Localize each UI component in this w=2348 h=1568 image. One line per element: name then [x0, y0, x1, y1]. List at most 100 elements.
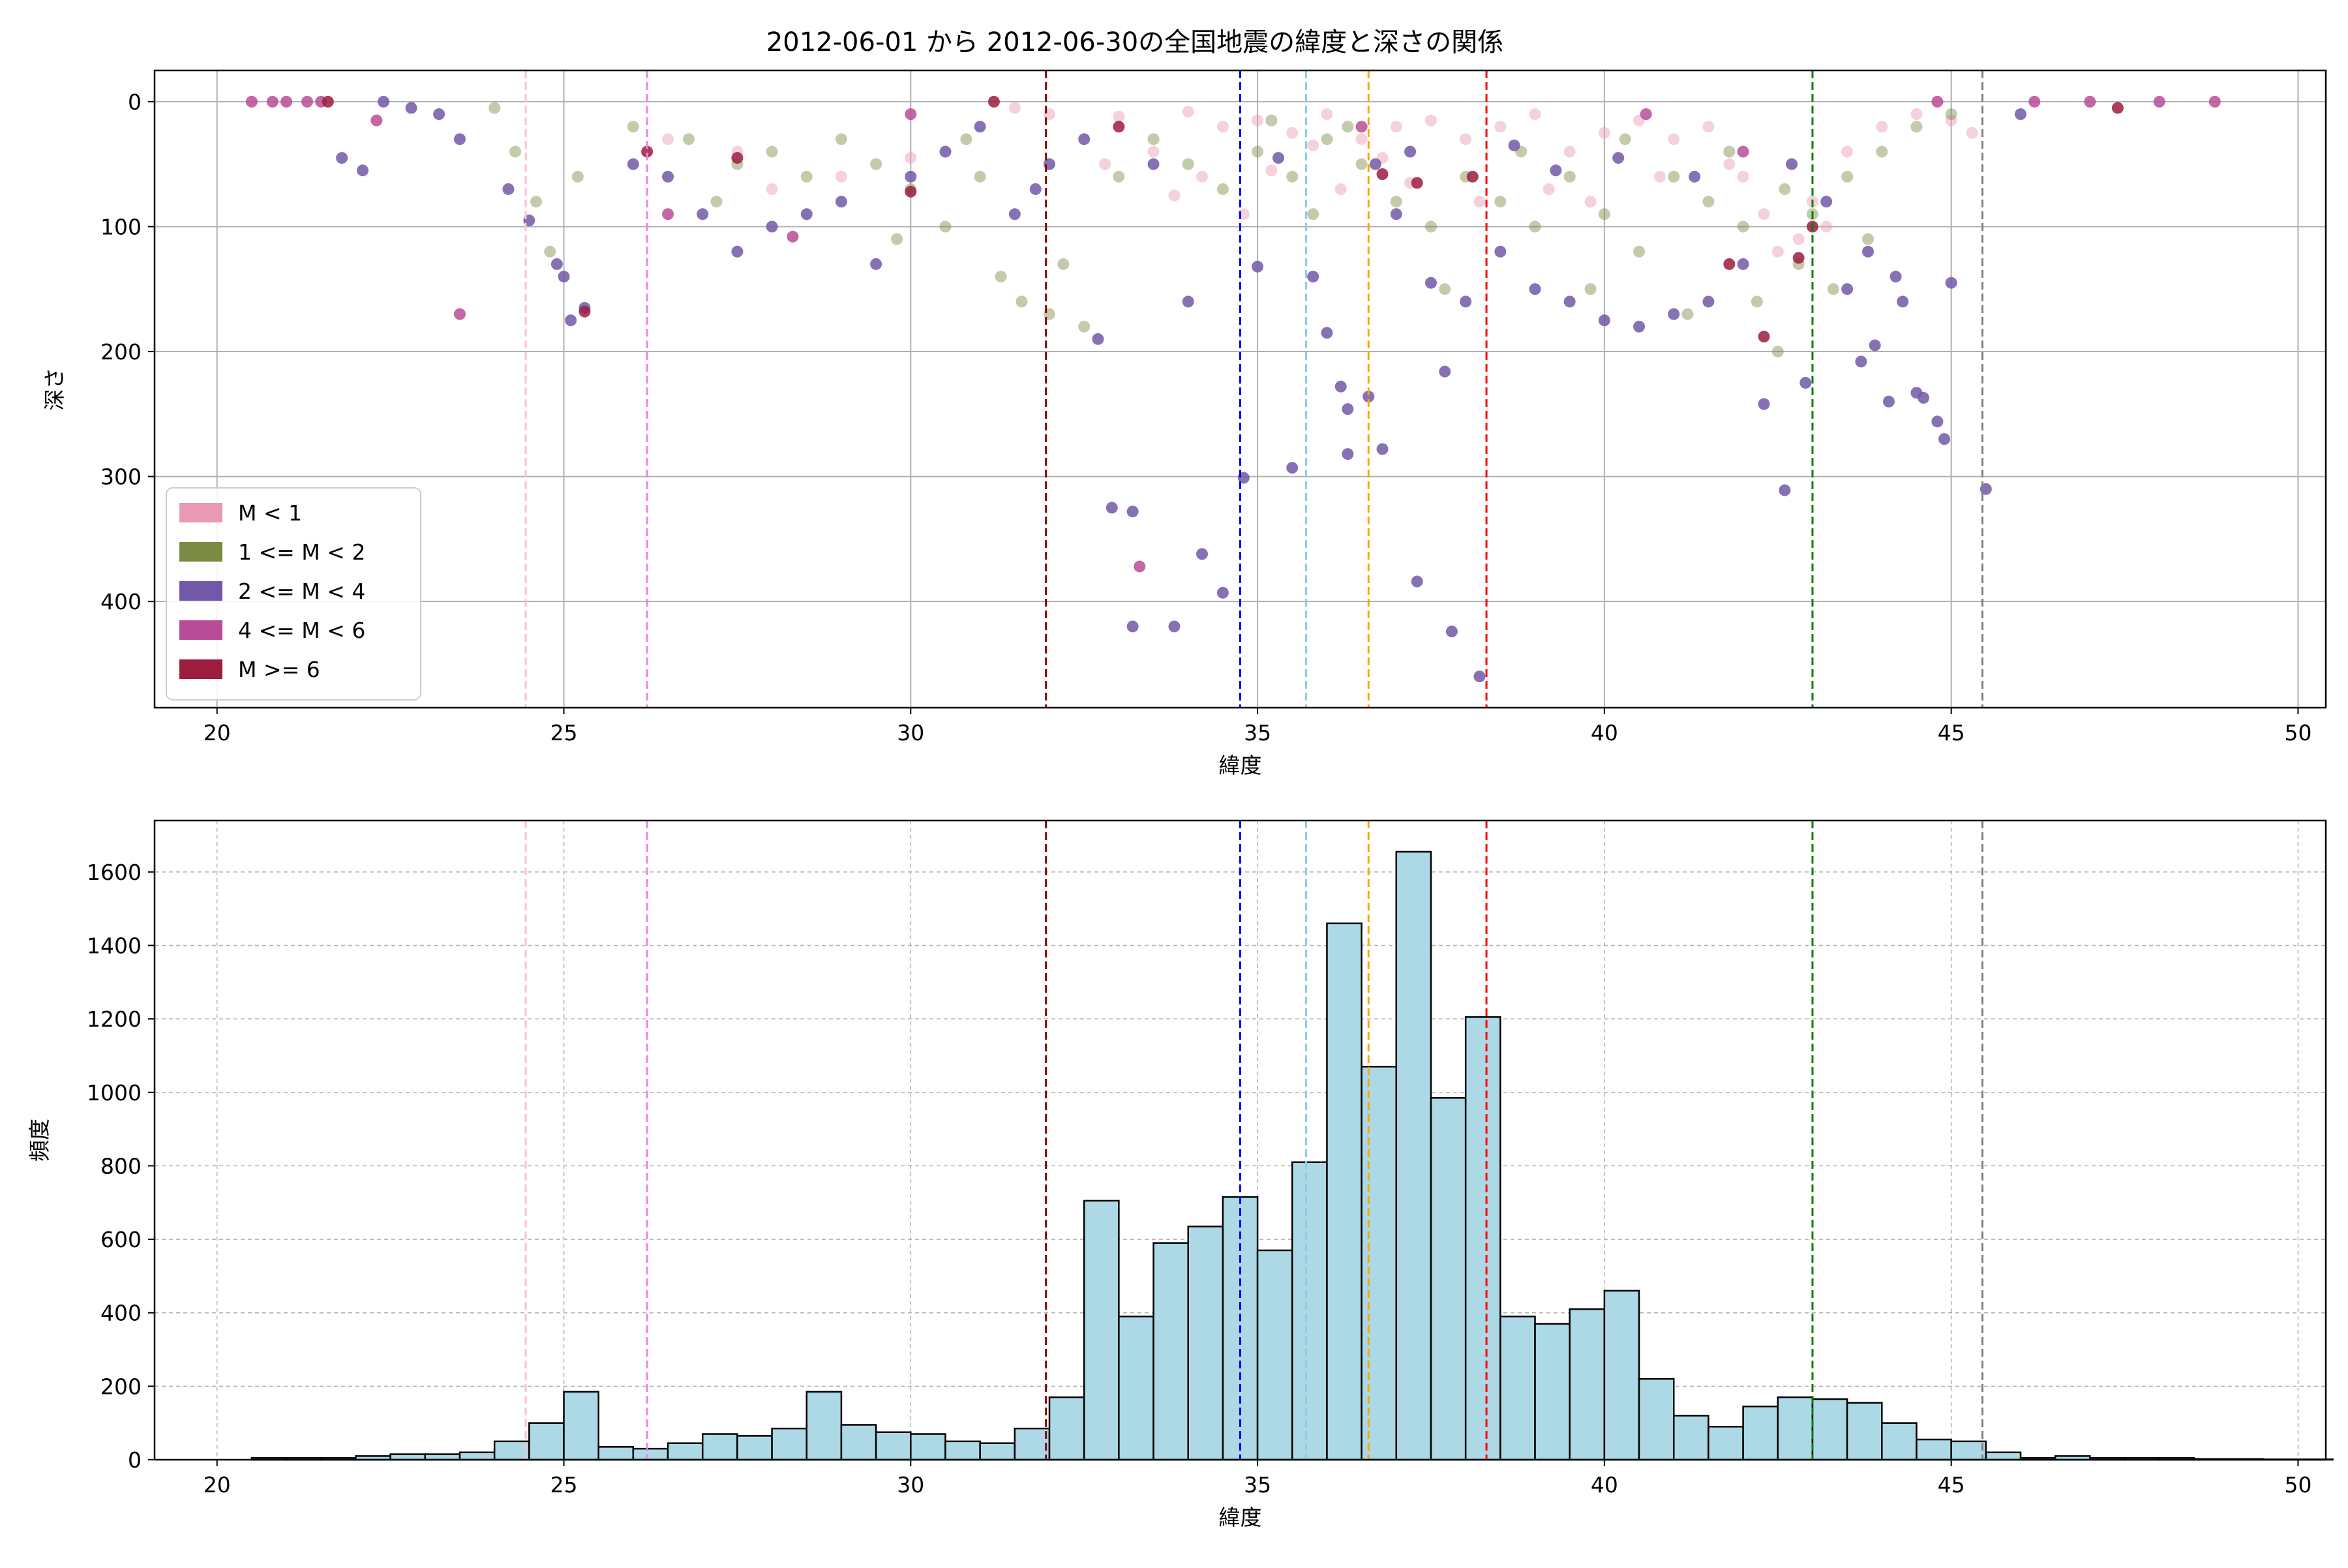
data-point	[1751, 295, 1763, 308]
x-tick-label: 30	[897, 1472, 924, 1498]
data-point	[1689, 170, 1701, 183]
data-point	[1390, 196, 1402, 208]
data-point	[766, 220, 778, 233]
x-tick-label: 45	[1938, 720, 1965, 746]
data-point	[974, 121, 986, 133]
data-point	[1057, 258, 1070, 270]
legend-label: 4 <= M < 6	[238, 618, 365, 643]
data-point	[1355, 121, 1368, 133]
data-point	[1862, 233, 1874, 245]
x-tick-label: 50	[2284, 720, 2311, 746]
data-point	[1737, 258, 1749, 270]
data-point	[905, 152, 917, 164]
data-point	[1723, 145, 1736, 158]
data-point	[1910, 121, 1923, 133]
data-point	[1473, 671, 1486, 683]
data-point	[1321, 133, 1333, 145]
legend-label: M < 1	[238, 500, 302, 526]
histogram-bar	[1638, 1378, 1675, 1461]
data-point	[1126, 505, 1139, 518]
data-point	[1182, 295, 1194, 308]
data-point	[1216, 121, 1229, 133]
data-point	[1265, 114, 1278, 127]
data-point	[370, 114, 383, 127]
data-point	[2084, 95, 2096, 108]
data-point	[1216, 586, 1229, 599]
data-point	[433, 108, 445, 121]
data-point	[336, 152, 348, 164]
data-point	[1889, 271, 1902, 283]
data-point	[1029, 183, 1042, 195]
histogram-bar	[424, 1453, 461, 1461]
data-point	[1598, 314, 1610, 327]
data-point	[1008, 102, 1021, 114]
data-point	[1786, 158, 1798, 170]
data-point	[1945, 108, 1957, 121]
x-tick-label: 35	[1244, 1472, 1271, 1498]
y-tick-label: 400	[100, 1301, 142, 1326]
y-tick-label: 100	[100, 214, 142, 239]
data-point	[662, 170, 674, 183]
data-point	[1342, 121, 1354, 133]
data-point	[1334, 183, 1347, 195]
scatter-plot: 20 25 30 35 40 45 50 0 100 200 300 400 緯度 深さ M < 1 1 <=…	[42, 69, 2327, 778]
data-point	[1196, 170, 1209, 183]
data-point	[1460, 295, 1472, 308]
data-point	[1550, 164, 1562, 177]
y-tick-label: 300	[100, 464, 142, 490]
histogram-bar	[1672, 1415, 1709, 1461]
data-point	[662, 208, 674, 220]
plot-frame	[153, 819, 2327, 1461]
data-point	[1424, 114, 1437, 127]
histogram-bar	[1187, 1226, 1224, 1461]
histogram-bar	[1014, 1427, 1051, 1461]
legend-label: M >= 6	[238, 657, 320, 682]
plot-frame	[153, 69, 2327, 709]
series-4	[322, 95, 2124, 343]
x-tick-label: 25	[550, 720, 578, 746]
y-tick-label: 1600	[87, 860, 142, 885]
data-point	[641, 145, 654, 158]
histogram-bar	[1708, 1426, 1744, 1461]
data-point	[1897, 295, 1909, 308]
histogram-bar	[1777, 1396, 1814, 1461]
data-point	[1563, 295, 1576, 308]
data-point	[1216, 183, 1229, 195]
histogram-bar	[1291, 1161, 1328, 1461]
data-point	[544, 245, 556, 258]
data-point	[1855, 355, 1867, 368]
data-point	[1286, 462, 1299, 474]
data-point	[1799, 376, 1812, 389]
data-point	[1168, 189, 1181, 202]
data-point	[1008, 208, 1021, 220]
data-point	[1598, 208, 1610, 220]
data-point	[1529, 220, 1541, 233]
data-point	[974, 170, 986, 183]
data-point	[1882, 395, 1895, 408]
data-point	[1265, 164, 1278, 177]
histogram-bar	[1430, 1096, 1467, 1461]
y-axis-label: 深さ	[42, 368, 67, 411]
data-point	[1390, 121, 1402, 133]
x-tick-label: 40	[1591, 720, 1618, 746]
x-tick-label: 30	[897, 720, 924, 746]
histogram-bar	[1464, 1016, 1501, 1461]
data-point	[1196, 548, 1209, 560]
data-point	[1411, 177, 1423, 189]
data-point	[1182, 158, 1194, 170]
data-point	[571, 170, 584, 183]
data-point	[1078, 320, 1091, 333]
data-point	[2028, 95, 2041, 108]
histogram-bar	[1152, 1242, 1189, 1461]
x-tick-label: 35	[1244, 720, 1271, 746]
data-point	[960, 133, 972, 145]
data-point	[627, 158, 639, 170]
data-point	[939, 220, 952, 233]
data-point	[905, 108, 917, 121]
data-point	[1820, 220, 1833, 233]
data-point	[1307, 208, 1319, 220]
data-point	[1771, 245, 1784, 258]
histogram-bar	[1985, 1451, 2022, 1461]
histogram-bar	[771, 1427, 808, 1461]
data-point	[1584, 283, 1597, 295]
